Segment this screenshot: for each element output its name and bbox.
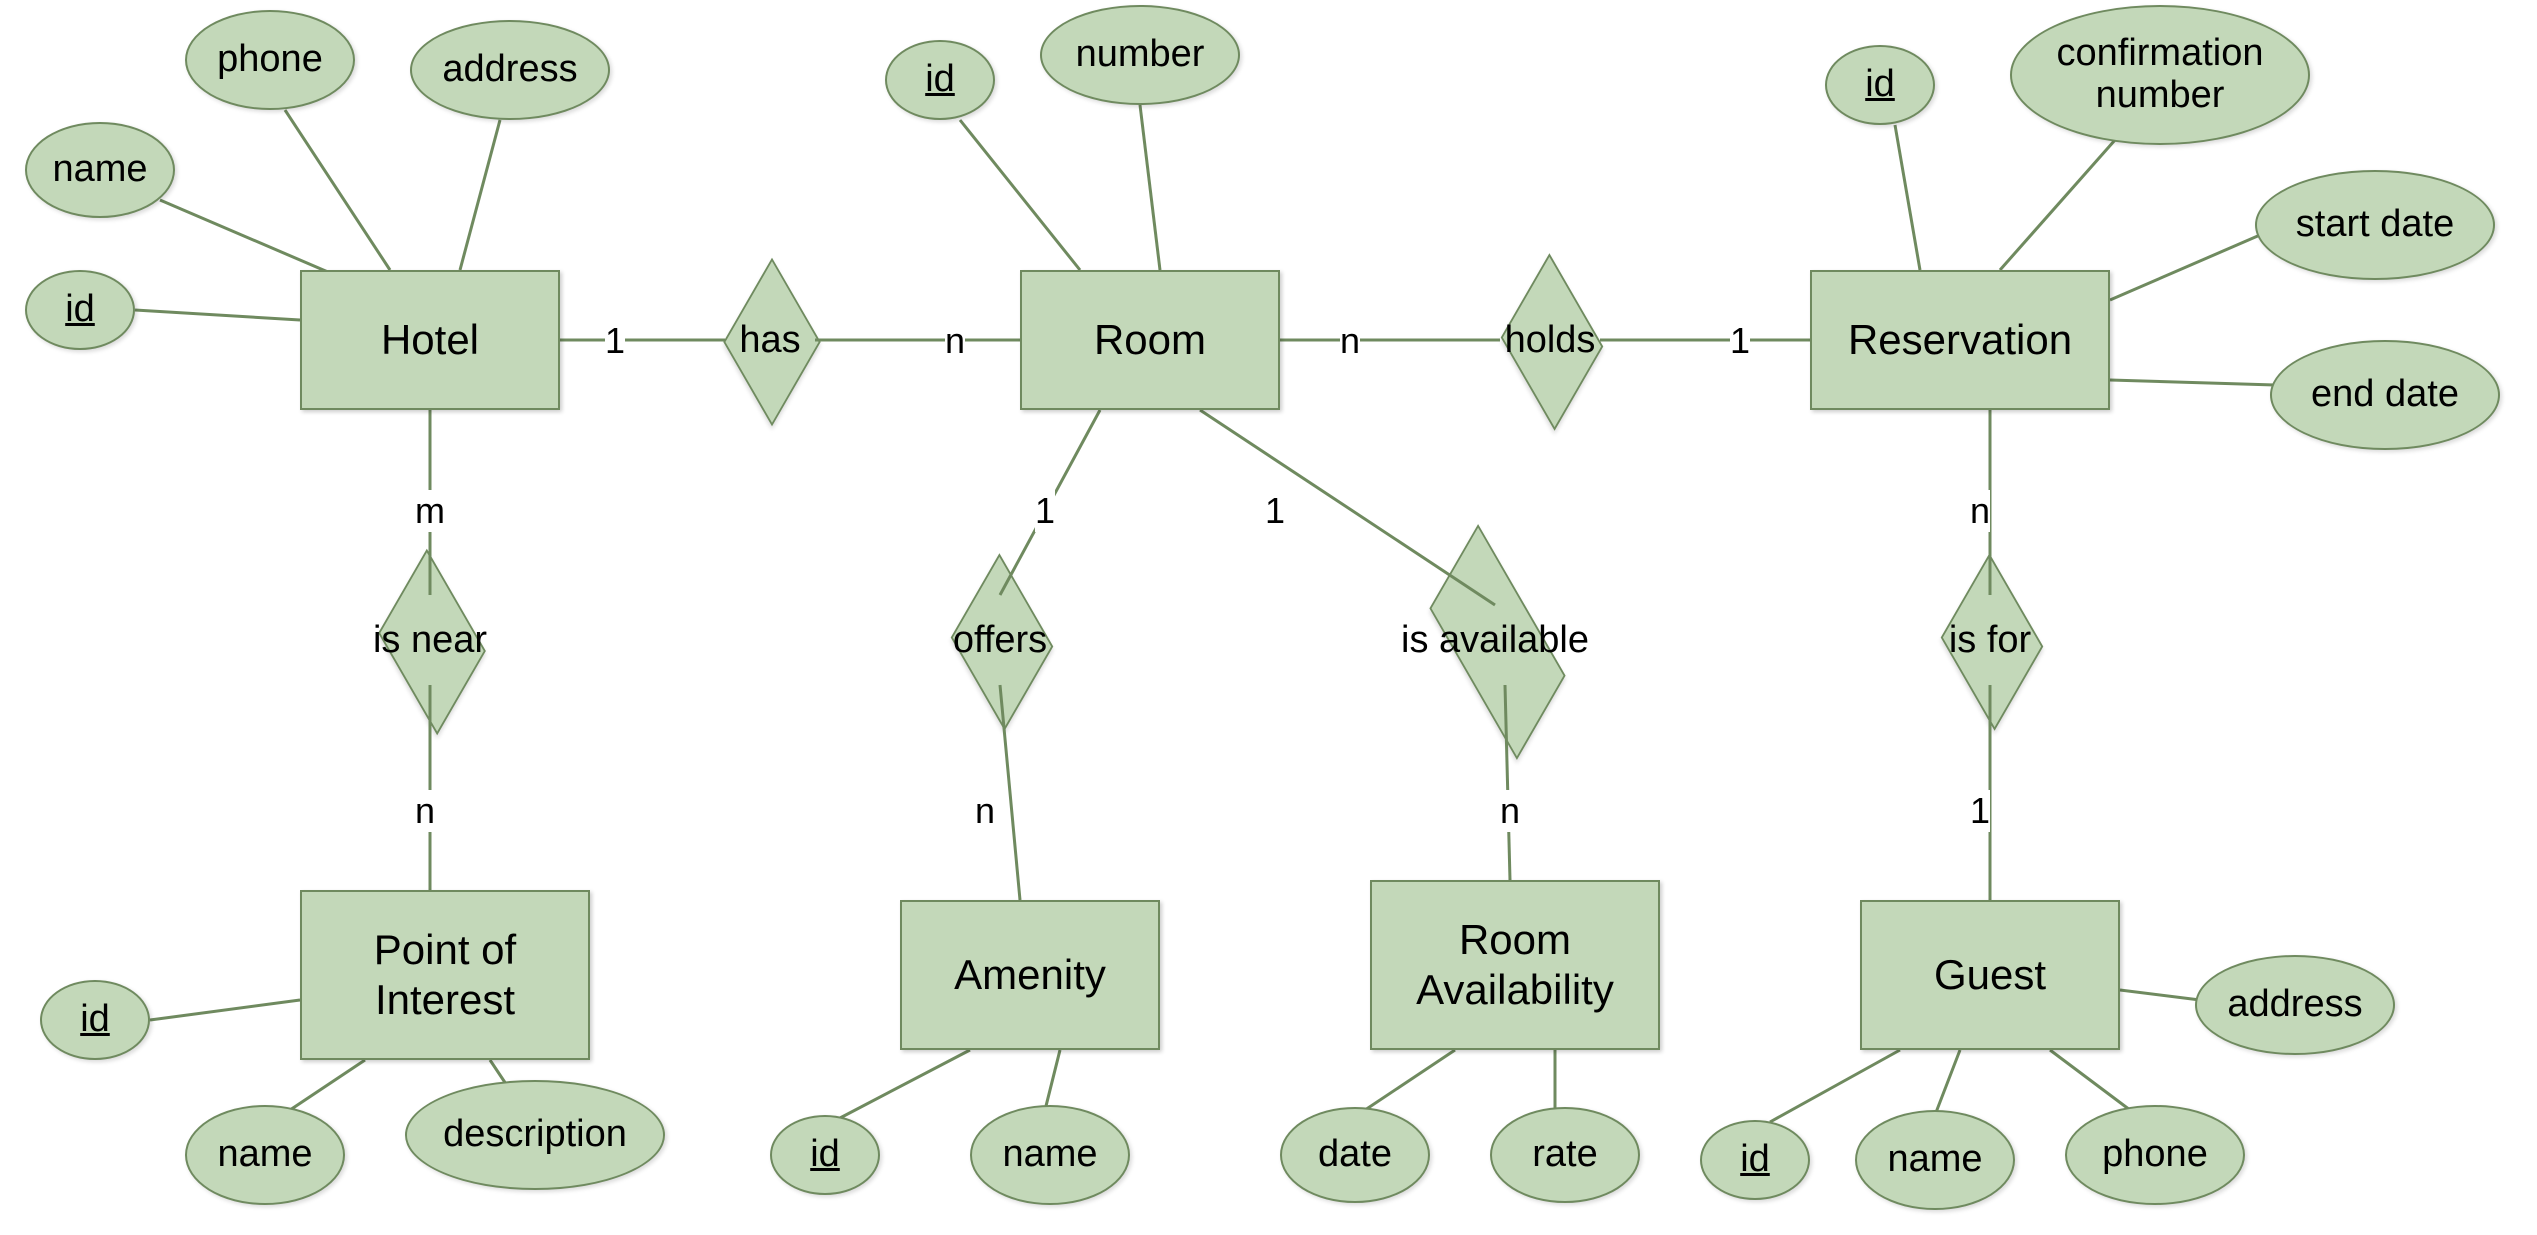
connector-line (290, 1060, 365, 1110)
relationship-offers: offers (950, 595, 1050, 685)
relationship-holds: holds (1500, 295, 1600, 385)
connector-line (840, 1050, 970, 1118)
attribute-hotel_name: name (25, 122, 175, 218)
cardinality-offers_amen: n (975, 790, 995, 832)
connector-line (1935, 1050, 1960, 1115)
attribute-amen_name: name (970, 1105, 1130, 1205)
relationship-isfor: is for (1940, 595, 2040, 685)
connector-line (135, 310, 300, 320)
attribute-res_start: start date (2255, 170, 2495, 280)
entity-reservation: Reservation (1810, 270, 2110, 410)
attribute-res_end: end date (2270, 340, 2500, 450)
cardinality-hotel_isnear: m (415, 490, 445, 532)
attribute-hotel_address: address (410, 20, 610, 120)
cardinality-isfor_guest: 1 (1970, 790, 1990, 832)
entity-guest: Guest (1860, 900, 2120, 1050)
connector-line (285, 110, 390, 270)
attribute-hotel_phone: phone (185, 10, 355, 110)
entity-amenity: Amenity (900, 900, 1160, 1050)
connector-line (1000, 685, 1020, 900)
connector-line (460, 120, 500, 270)
attribute-room_id: id (885, 40, 995, 120)
entity-roomavail: Room Availability (1370, 880, 1660, 1050)
relationship-isnear: is near (375, 595, 485, 685)
cardinality-isavail_avail: n (1500, 790, 1520, 832)
attribute-poi_id: id (40, 980, 150, 1060)
attribute-res_conf: confirmation number (2010, 5, 2310, 145)
connector-line (150, 1000, 300, 1020)
connector-line (1505, 685, 1510, 880)
relationship-label: holds (1505, 319, 1596, 362)
cardinality-holds_res: 1 (1730, 320, 1750, 362)
connector-line (2000, 140, 2115, 270)
entity-room: Room (1020, 270, 1280, 410)
cardinality-room_holds: n (1340, 320, 1360, 362)
connector-line (1140, 105, 1160, 270)
connector-line (1045, 1050, 1060, 1110)
attribute-room_number: number (1040, 5, 1240, 105)
cardinality-has_room: n (945, 320, 965, 362)
relationship-label: is for (1949, 619, 2031, 662)
entity-hotel: Hotel (300, 270, 560, 410)
connector-line (2120, 990, 2200, 1000)
relationship-has: has (725, 295, 815, 385)
relationship-label: offers (953, 619, 1047, 662)
connector-line (1200, 410, 1495, 605)
attribute-hotel_id: id (25, 270, 135, 350)
attribute-poi_desc: description (405, 1080, 665, 1190)
relationship-label: has (739, 319, 800, 362)
connector-line (1895, 125, 1920, 270)
connector-line (1770, 1050, 1900, 1122)
relationship-label: is near (373, 619, 487, 662)
attribute-amen_id: id (770, 1115, 880, 1195)
relationship-label: is available (1401, 619, 1589, 662)
attribute-poi_name: name (185, 1105, 345, 1205)
connector-line (2110, 380, 2275, 385)
attribute-guest_id: id (1700, 1120, 1810, 1200)
attribute-guest_phone: phone (2065, 1105, 2245, 1205)
connector-line (960, 120, 1080, 270)
attribute-avail_rate: rate (1490, 1107, 1640, 1203)
connector-line (2050, 1050, 2130, 1110)
cardinality-room_isavail: 1 (1265, 490, 1285, 532)
cardinality-room_offers: 1 (1035, 490, 1055, 532)
entity-poi: Point of Interest (300, 890, 590, 1060)
cardinality-isnear_poi: n (415, 790, 435, 832)
attribute-avail_date: date (1280, 1107, 1430, 1203)
cardinality-hotel_has: 1 (605, 320, 625, 362)
cardinality-res_isfor: n (1970, 490, 1990, 532)
attribute-guest_name: name (1855, 1110, 2015, 1210)
relationship-isavail: is available (1413, 595, 1578, 685)
attribute-guest_address: address (2195, 955, 2395, 1055)
connector-line (2110, 235, 2260, 300)
attribute-res_id: id (1825, 45, 1935, 125)
connector-line (160, 200, 335, 275)
connector-line (1365, 1050, 1455, 1110)
